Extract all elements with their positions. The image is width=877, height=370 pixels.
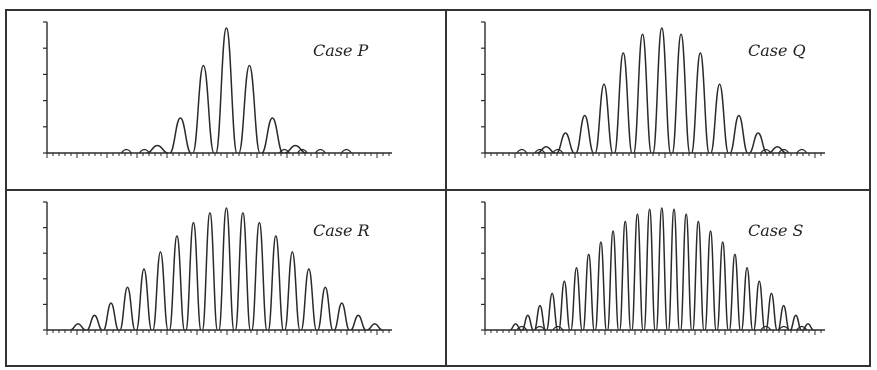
side-lobe — [120, 148, 132, 154]
panel-label-case-p: Case P — [313, 41, 369, 60]
side-lobe — [778, 148, 790, 154]
fringe-peak — [267, 235, 285, 331]
panel-case-s: Case S — [481, 201, 825, 335]
fringe-peak — [728, 253, 742, 331]
side-lobe — [340, 148, 352, 154]
fringe-peak — [575, 114, 595, 154]
fringe-peak — [652, 27, 672, 154]
fringe-peak — [765, 292, 778, 331]
fringe-peak — [618, 220, 632, 331]
fringe-peak — [716, 241, 730, 331]
fringe-peak — [152, 251, 169, 331]
fringe-peak — [692, 220, 705, 331]
fringe-peak — [251, 221, 268, 331]
side-lobe — [296, 148, 308, 154]
fringe-peak — [704, 230, 717, 331]
fringe-peak — [333, 302, 351, 331]
fringe-peak — [606, 230, 620, 331]
fringe-peak — [679, 213, 693, 331]
fringe-peak — [667, 208, 681, 331]
fringe-peak — [594, 241, 608, 331]
panel-case-q: Case Q — [481, 21, 825, 158]
fringe-peak — [185, 221, 202, 331]
fringe-peak — [201, 212, 219, 331]
fringe-peak — [671, 33, 691, 154]
fringe-peak — [86, 314, 103, 331]
panel-label-case-s: Case S — [748, 221, 804, 240]
fringe-peak — [169, 117, 192, 154]
fringe-peak — [119, 286, 136, 331]
fringe-peak — [802, 323, 814, 331]
fringe-peak — [218, 207, 235, 331]
fringe-peak — [102, 302, 120, 331]
fringe-peak — [300, 268, 318, 331]
side-lobe — [278, 148, 290, 154]
frame — [5, 9, 871, 367]
fringe-peak — [261, 117, 284, 154]
fringe-peak — [768, 145, 787, 154]
fringe-peak — [655, 207, 669, 331]
fringe-peak — [643, 208, 656, 331]
side-lobe — [760, 148, 772, 154]
fringe-peak — [570, 267, 583, 331]
side-lobe — [516, 325, 528, 331]
side-lobe — [552, 325, 564, 331]
side-lobe — [534, 148, 546, 154]
panel-label-case-r: Case R — [313, 221, 370, 240]
fringe-peak — [192, 64, 215, 154]
panel-case-r: Case R — [43, 201, 392, 335]
fringe-peak — [748, 132, 768, 154]
fringe-peak — [367, 323, 383, 331]
fringe-peak — [740, 267, 754, 331]
fringe-peak — [238, 64, 261, 154]
fringe-peak — [521, 314, 534, 331]
fringe-peak — [146, 144, 169, 154]
side-lobe — [516, 148, 528, 154]
fringe-peak — [789, 314, 802, 331]
fringe-peak — [613, 52, 633, 154]
fringe-peak — [509, 323, 522, 331]
fringe-peak — [632, 33, 653, 154]
fringe-peak — [545, 292, 559, 331]
fringe-peak — [284, 251, 301, 331]
fringe-peak — [729, 114, 749, 154]
side-lobe — [534, 325, 546, 331]
side-lobe — [760, 325, 772, 331]
fringe-peak — [215, 27, 238, 154]
fringe-peak — [752, 280, 766, 331]
side-lobe — [796, 148, 808, 154]
fringe-peak — [556, 132, 575, 154]
panel-label-case-q: Case Q — [748, 41, 806, 60]
fringe-peak — [582, 253, 596, 331]
fringe-peak — [777, 304, 790, 331]
fringe-peak — [168, 235, 186, 331]
fringe-peak — [533, 304, 547, 331]
fringe-peak — [631, 213, 644, 331]
fringe-peak — [537, 145, 556, 154]
side-lobe — [778, 325, 790, 331]
side-lobe — [138, 148, 150, 154]
fringe-peak — [690, 52, 710, 154]
fringe-peak — [316, 286, 334, 331]
panel-case-p: Case P — [43, 21, 392, 158]
fringe-peak — [135, 268, 153, 331]
fringe-peak — [594, 83, 614, 154]
fringe-peak — [234, 212, 252, 331]
side-lobe — [552, 148, 564, 154]
side-lobe — [796, 325, 808, 331]
fringe-peak — [709, 83, 730, 154]
fringe-peak — [557, 280, 571, 331]
side-lobe — [314, 148, 326, 154]
fringe-peak — [350, 314, 367, 331]
fringe-peak — [70, 323, 86, 331]
